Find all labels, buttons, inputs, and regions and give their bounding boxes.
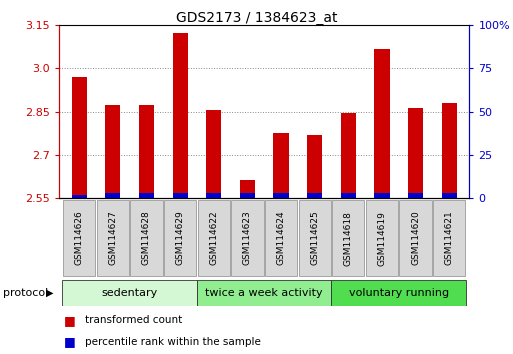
Bar: [374, 49, 389, 198]
Text: GSM114627: GSM114627: [108, 211, 117, 266]
Bar: [172, 193, 188, 198]
Bar: [408, 108, 423, 198]
Bar: [96, 200, 129, 276]
Text: GSM114623: GSM114623: [243, 211, 252, 266]
Text: ■: ■: [64, 314, 76, 327]
Text: GDS2173 / 1384623_at: GDS2173 / 1384623_at: [176, 11, 337, 25]
Bar: [273, 193, 289, 198]
Bar: [307, 135, 322, 198]
Text: GSM114619: GSM114619: [378, 211, 386, 266]
Bar: [433, 200, 465, 276]
Text: GSM114624: GSM114624: [277, 211, 286, 266]
Bar: [331, 280, 466, 306]
Bar: [332, 200, 364, 276]
Text: GSM114618: GSM114618: [344, 211, 353, 266]
Bar: [139, 105, 154, 198]
Text: GSM114629: GSM114629: [175, 211, 185, 266]
Bar: [273, 133, 289, 198]
Bar: [72, 195, 87, 198]
Bar: [63, 200, 95, 276]
Bar: [164, 200, 196, 276]
Text: ▶: ▶: [46, 288, 54, 298]
Bar: [198, 200, 230, 276]
Bar: [72, 77, 87, 198]
Bar: [197, 280, 331, 306]
Bar: [172, 33, 188, 198]
Bar: [130, 200, 163, 276]
Text: GSM114621: GSM114621: [445, 211, 453, 266]
Bar: [374, 193, 389, 198]
Text: twice a week activity: twice a week activity: [205, 288, 323, 298]
Bar: [366, 200, 398, 276]
Text: protocol: protocol: [3, 288, 48, 298]
Bar: [231, 200, 264, 276]
Bar: [206, 110, 221, 198]
Bar: [442, 193, 457, 198]
Bar: [63, 280, 197, 306]
Bar: [299, 200, 331, 276]
Text: GSM114626: GSM114626: [75, 211, 84, 266]
Bar: [400, 200, 432, 276]
Bar: [105, 105, 121, 198]
Text: voluntary running: voluntary running: [349, 288, 449, 298]
Bar: [240, 193, 255, 198]
Text: GSM114628: GSM114628: [142, 211, 151, 266]
Text: ■: ■: [64, 335, 76, 348]
Bar: [341, 113, 356, 198]
Bar: [307, 193, 322, 198]
Text: sedentary: sedentary: [102, 288, 158, 298]
Bar: [206, 193, 221, 198]
Text: percentile rank within the sample: percentile rank within the sample: [85, 337, 261, 347]
Text: transformed count: transformed count: [85, 315, 182, 325]
Bar: [105, 193, 121, 198]
Text: GSM114625: GSM114625: [310, 211, 319, 266]
Text: GSM114622: GSM114622: [209, 211, 218, 266]
Text: GSM114620: GSM114620: [411, 211, 420, 266]
Bar: [139, 193, 154, 198]
Bar: [442, 103, 457, 198]
Bar: [341, 193, 356, 198]
Bar: [240, 180, 255, 198]
Bar: [265, 200, 297, 276]
Bar: [408, 193, 423, 198]
